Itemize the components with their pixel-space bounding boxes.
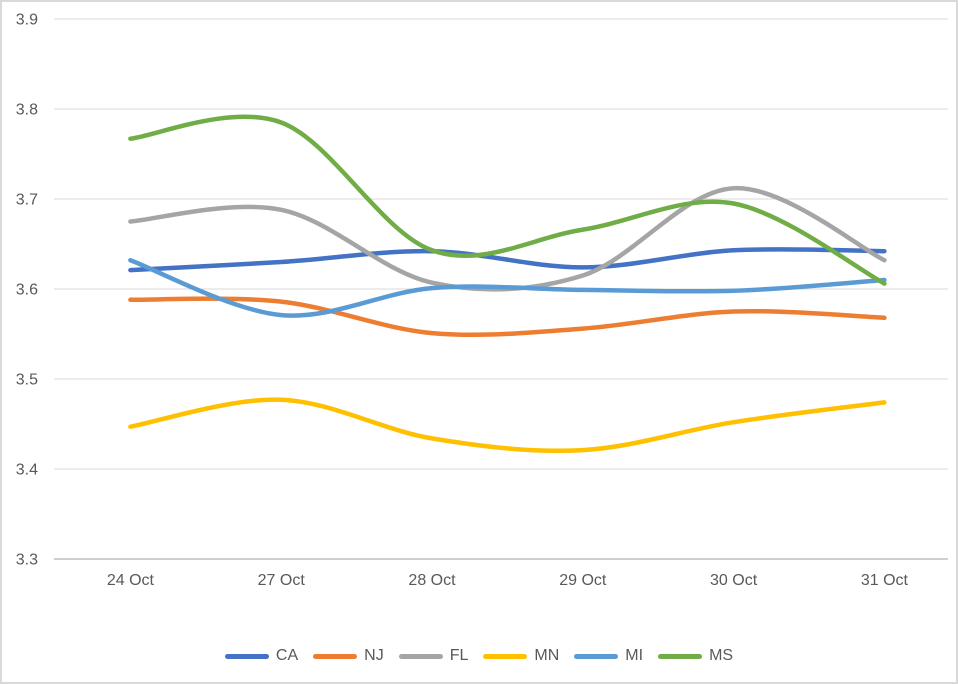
x-tick-label-31-oct: 31 Oct — [861, 572, 909, 589]
legend-item-mn: MN — [483, 648, 559, 664]
x-tick-label-29-oct: 29 Oct — [559, 572, 607, 589]
legend-item-ca: CA — [224, 647, 299, 664]
series-line-mn — [128, 397, 887, 454]
y-tick-label-3.8: 3.8 — [16, 102, 38, 119]
legend-label-mi: MI — [625, 647, 644, 664]
x-tick-label-28-oct: 28 Oct — [408, 572, 456, 589]
legend-swatch-nj — [313, 653, 358, 659]
x-tick-label-24-oct: 24 Oct — [107, 572, 155, 589]
y-tick-label-3.7: 3.7 — [16, 192, 38, 209]
y-tick-label-3.3: 3.3 — [16, 552, 38, 569]
series-line-fl — [128, 185, 887, 292]
legend-item-ms: MS — [658, 648, 733, 664]
y-tick-label-3.5: 3.5 — [16, 372, 38, 389]
legend-swatch-mi — [574, 653, 619, 659]
legend-item-fl: FL — [398, 647, 469, 664]
legend-label-ms: MS — [709, 647, 734, 664]
legend-swatch-mn — [483, 653, 528, 659]
series-line-ms — [128, 114, 887, 286]
legend-item-mi: MI — [574, 648, 643, 664]
legend-swatch-ca — [224, 653, 269, 659]
legend-label-mn: MN — [534, 647, 560, 664]
legend: CA NJ FL MN MI MS — [2, 643, 956, 669]
y-tick-label-3.4: 3.4 — [16, 462, 38, 479]
legend-item-nj: NJ — [313, 648, 384, 664]
y-tick-label-3.6: 3.6 — [16, 282, 38, 299]
legend-swatch-fl — [398, 653, 443, 659]
legend-label-ca: CA — [275, 647, 299, 664]
legend-label-fl: FL — [449, 647, 469, 664]
x-tick-label-30-oct: 30 Oct — [710, 572, 758, 589]
x-tick-label-27-oct: 27 Oct — [258, 572, 306, 589]
series-line-nj — [128, 296, 887, 338]
legend-label-nj: NJ — [364, 647, 384, 664]
legend-swatch-ms — [658, 653, 703, 659]
y-tick-label-3.9: 3.9 — [16, 12, 38, 29]
series-line-ca — [128, 247, 887, 273]
series-line-mi — [128, 257, 887, 318]
